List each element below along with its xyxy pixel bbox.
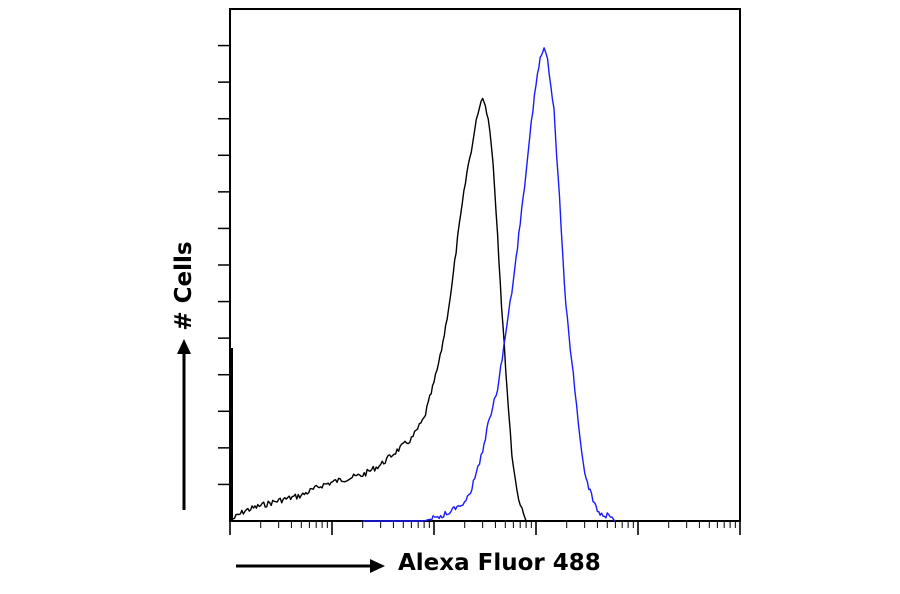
y-axis-arrow xyxy=(177,339,191,510)
series-layer xyxy=(229,47,616,522)
x-axis-label: Alexa Fluor 488 xyxy=(398,550,601,576)
plot-frame xyxy=(229,8,741,522)
x-axis-arrow xyxy=(236,559,385,573)
y-axis-label: # Cells xyxy=(171,241,197,331)
y-axis-ticks xyxy=(218,44,230,486)
series-line-black xyxy=(229,97,527,522)
x-axis-ticks xyxy=(229,521,741,535)
series-line-blue xyxy=(362,47,616,522)
